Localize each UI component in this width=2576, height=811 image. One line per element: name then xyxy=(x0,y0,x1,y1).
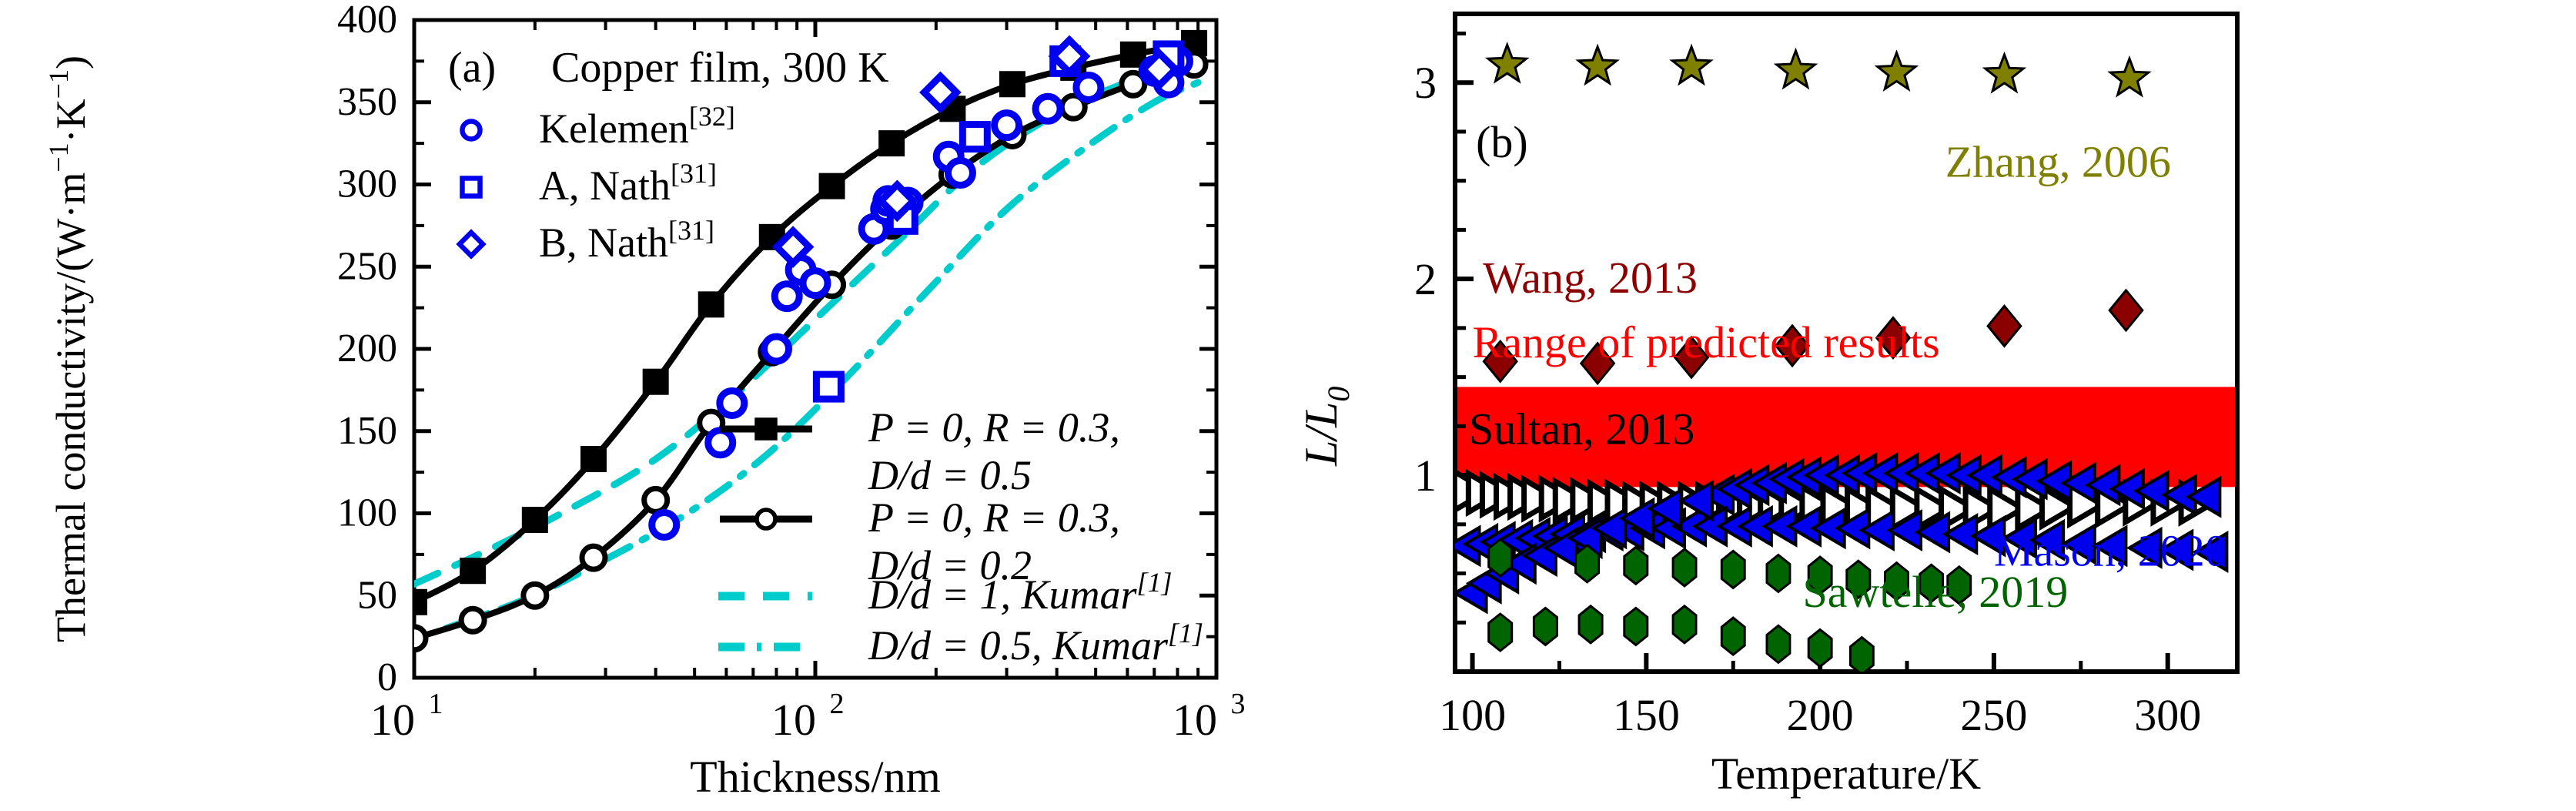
svg-text:1: 1 xyxy=(429,688,443,720)
svg-text:D/d = 0.2: D/d = 0.2 xyxy=(868,542,1032,588)
panel-a-chart: 0 50 100 150 200 250 300 350 400 10 1 10 2 10 3 Thickne… xyxy=(43,0,1246,802)
svg-text:2: 2 xyxy=(830,688,845,720)
panel-a-legend-lower: P = 0, R = 0.3,D/d = 0.5P = 0, R = 0.3,D… xyxy=(718,404,1203,669)
svg-text:D/d = 1, Kumar[1]: D/d = 1, Kumar[1] xyxy=(868,567,1173,618)
panel-b-xtick-label: 300 xyxy=(2134,690,2201,740)
panel-a-ytick-label: 100 xyxy=(337,491,397,535)
panel-b-tag: (b) xyxy=(1476,117,1528,167)
svg-text:10: 10 xyxy=(771,695,816,745)
panel-b-annotation: Zhang, 2006 xyxy=(1945,137,2171,187)
panel-a-xtick-label: 10 1 xyxy=(370,688,443,745)
panel-a-legend-item[interactable]: D/d = 0.5, Kumar[1] xyxy=(718,618,1203,669)
panel-b-ytick-label: 1 xyxy=(1414,451,1437,501)
panel-a-plot-area xyxy=(414,29,1209,653)
panel-a-ytick-label: 200 xyxy=(337,327,397,370)
panel-a-ytick-label: 250 xyxy=(337,244,397,288)
panel-a-legend-item[interactable]: B, Nath[31] xyxy=(456,215,714,266)
panel-a: 0 50 100 150 200 250 300 350 400 10 1 10 2 10 3 Thickne… xyxy=(0,0,1270,811)
panel-a-legend-item[interactable]: Kelemen[32] xyxy=(460,101,735,152)
panel-a-ytick-label: 0 xyxy=(377,655,397,699)
panel-b-annotation: Wang, 2013 xyxy=(1483,253,1698,303)
panel-a-tag: (a) xyxy=(448,44,496,92)
panel-a-xtick-label: 10 2 xyxy=(771,688,845,745)
svg-text:3: 3 xyxy=(1231,688,1246,720)
panel-a-legend-item[interactable]: P = 0, R = 0.3,D/d = 0.5 xyxy=(720,404,1120,498)
panel-b-plot-area xyxy=(1455,42,2229,672)
svg-text:D/d = 0.5: D/d = 0.5 xyxy=(868,452,1032,498)
panel-a-ytick-label: 150 xyxy=(337,409,397,453)
panel-a-legend-item[interactable]: A, Nath[31] xyxy=(460,158,717,209)
panel-b-annotation: Mason, 2020 xyxy=(1994,525,2227,575)
panel-a-ytick-label: 400 xyxy=(337,0,397,42)
panel-b-ytick-label: 2 xyxy=(1414,254,1437,304)
panel-a-legend-item[interactable]: D/d = 1, Kumar[1] xyxy=(718,567,1173,618)
panel-b-xlabel: Temperature/K xyxy=(1711,749,1981,799)
panel-a-xlabel: Thickness/nm xyxy=(690,752,940,802)
panel-a-ytick-label: 50 xyxy=(357,573,397,617)
panel-a-xtick-label: 10 3 xyxy=(1173,688,1246,745)
panel-b: 1 2 3 100 150 200 250 300 Temperature/K L/L0 (b) Wa… xyxy=(1270,0,2576,811)
svg-text:L/L0: L/L0 xyxy=(1296,387,1356,467)
svg-text:B, Nath[31]: B, Nath[31] xyxy=(539,215,714,266)
panel-b-xtick-label: 150 xyxy=(1613,690,1680,740)
panel-b-chart: 1 2 3 100 150 200 250 300 Temperature/K L/L0 (b) Wa… xyxy=(1296,12,2240,799)
panel-b-frame xyxy=(1453,12,2240,674)
svg-text:10: 10 xyxy=(1173,695,1217,745)
panel-b-ytick-label: 3 xyxy=(1414,58,1437,108)
panel-b-annotation: Range of predicted results xyxy=(1473,317,1940,367)
panel-a-ytick-label: 350 xyxy=(337,80,397,124)
panel-a-title: Copper film, 300 K xyxy=(551,44,889,92)
panel-b-annotation: Sawtelle, 2019 xyxy=(1803,567,2069,617)
panel-b-annotation: Sultan, 2013 xyxy=(1469,404,1694,454)
svg-text:Thermal conductivity/(W·m−1·K−: Thermal conductivity/(W·m−1·K−1) xyxy=(43,55,94,642)
svg-text:D/d = 0.5, Kumar[1]: D/d = 0.5, Kumar[1] xyxy=(868,618,1203,669)
panel-b-ylabel: L/L0 xyxy=(1296,387,1356,467)
panel-a-ylabel: Thermal conductivity/(W·m−1·K−1) xyxy=(43,55,94,642)
panel-b-xtick-label: 100 xyxy=(1439,690,1506,740)
svg-text:Kelemen[32]: Kelemen[32] xyxy=(539,101,735,152)
panel-a-ytick-label: 300 xyxy=(337,163,397,206)
svg-text:A, Nath[31]: A, Nath[31] xyxy=(539,158,717,209)
svg-text:P = 0, R = 0.3,: P = 0, R = 0.3, xyxy=(868,404,1120,451)
panel-a-legend-upper: (a) Copper film, 300 K Kelemen[32] A, Nath[… xyxy=(448,44,889,266)
svg-text:10: 10 xyxy=(370,695,415,745)
panel-b-xtick-label: 200 xyxy=(1787,690,1854,740)
panel-b-xtick-label: 250 xyxy=(1960,690,2027,740)
svg-text:P = 0, R = 0.3,: P = 0, R = 0.3, xyxy=(868,494,1120,541)
panel-a-legend-item[interactable]: P = 0, R = 0.3,D/d = 0.2 xyxy=(720,494,1120,588)
